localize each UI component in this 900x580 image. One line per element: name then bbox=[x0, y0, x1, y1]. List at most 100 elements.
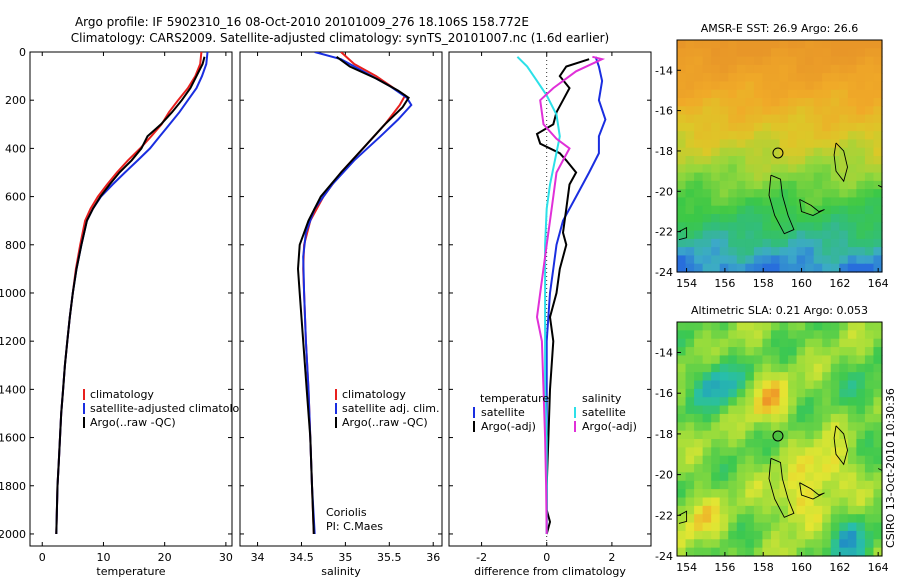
heatmap-cell bbox=[736, 222, 746, 232]
heatmap-cell bbox=[813, 156, 823, 165]
heatmap-cell bbox=[813, 238, 823, 248]
heatmap-cell bbox=[813, 180, 823, 190]
heatmap-cell bbox=[728, 547, 738, 557]
heatmap-cell bbox=[856, 64, 866, 74]
heatmap-cell bbox=[702, 73, 712, 83]
heatmap-cell bbox=[813, 355, 823, 365]
heatmap-cell bbox=[694, 397, 704, 407]
heatmap-cell bbox=[856, 430, 866, 440]
heatmap-cell bbox=[864, 48, 875, 58]
heatmap-cell bbox=[753, 98, 764, 107]
heatmap-cell bbox=[839, 214, 849, 223]
heatmap-cell bbox=[779, 205, 789, 215]
heatmap-cell bbox=[813, 489, 823, 499]
heatmap-cell bbox=[753, 505, 764, 515]
heatmap-cell bbox=[677, 505, 687, 515]
heatmap-cell bbox=[753, 156, 764, 165]
heatmap-cell bbox=[864, 472, 875, 482]
heatmap-cell bbox=[856, 539, 866, 549]
heatmap-cell bbox=[685, 355, 695, 365]
heatmap-cell bbox=[822, 81, 832, 91]
heatmap-cell bbox=[779, 430, 789, 440]
heatmap-cell bbox=[745, 197, 755, 207]
heatmap-cell bbox=[677, 464, 687, 474]
heatmap-cell bbox=[779, 230, 789, 240]
heatmap-cell bbox=[839, 247, 849, 257]
heatmap-cell bbox=[736, 197, 746, 207]
heatmap-cell bbox=[711, 255, 721, 265]
heatmap-cell bbox=[822, 347, 832, 357]
heatmap-cell bbox=[685, 455, 695, 465]
heatmap-cell bbox=[873, 522, 883, 532]
y-tick-label: 200 bbox=[5, 94, 26, 107]
heatmap-cell bbox=[677, 480, 687, 490]
heatmap-cell bbox=[805, 48, 815, 58]
heatmap-cell bbox=[694, 489, 704, 499]
heatmap-cell bbox=[873, 530, 883, 540]
heatmap-cell bbox=[864, 413, 875, 423]
heatmap-cell bbox=[762, 447, 772, 457]
heatmap-cell bbox=[779, 330, 789, 340]
heatmap-cell bbox=[685, 514, 695, 524]
heatmap-cell bbox=[864, 372, 875, 382]
y-tick-label: 1400 bbox=[0, 383, 26, 396]
heatmap-cell bbox=[813, 172, 823, 182]
heatmap-cell bbox=[830, 73, 840, 83]
heatmap-cell bbox=[788, 380, 798, 390]
heatmap-cell bbox=[770, 413, 781, 423]
heatmap-cell bbox=[685, 372, 695, 382]
heatmap-cell bbox=[770, 73, 781, 83]
y-tick-label: -24 bbox=[655, 266, 673, 279]
heatmap-cell bbox=[830, 81, 840, 91]
heatmap-cell bbox=[847, 56, 857, 66]
heatmap-cell bbox=[830, 48, 840, 58]
heatmap-cell bbox=[864, 230, 875, 240]
heatmap-cell bbox=[847, 64, 857, 74]
heatmap-cell bbox=[719, 522, 729, 532]
heatmap-cell bbox=[779, 147, 789, 157]
heatmap-cell bbox=[847, 230, 857, 240]
heatmap-cell bbox=[736, 156, 746, 165]
heatmap-cell bbox=[677, 73, 687, 83]
heatmap-cell bbox=[736, 347, 746, 357]
heatmap-cell bbox=[788, 89, 798, 99]
heatmap-cell bbox=[694, 372, 704, 382]
heatmap-cell bbox=[805, 56, 815, 66]
heatmap-cell bbox=[702, 189, 712, 199]
heatmap-cell bbox=[702, 197, 712, 207]
heatmap-cell bbox=[830, 189, 840, 199]
heatmap-cell bbox=[839, 413, 849, 423]
heatmap-cell bbox=[847, 330, 857, 340]
heatmap-cell bbox=[702, 330, 712, 340]
legend-label: Argo(-adj) bbox=[582, 420, 637, 433]
heatmap-cell bbox=[711, 156, 721, 165]
heatmap-cell bbox=[864, 422, 875, 432]
heatmap-cell bbox=[702, 530, 712, 540]
panel-sst-map: AMSR-E SST: 26.9 Argo: 26.6 154 156 158 160 1… bbox=[655, 22, 889, 290]
heatmap-cell bbox=[770, 214, 781, 223]
heatmap-cell bbox=[762, 48, 772, 58]
heatmap-cell bbox=[873, 405, 883, 415]
heatmap-cell bbox=[864, 388, 875, 398]
heatmap-cell bbox=[830, 40, 840, 49]
heatmap-cell bbox=[728, 539, 738, 549]
heatmap-cell bbox=[847, 48, 857, 58]
heatmap-cell bbox=[702, 81, 712, 91]
heatmap-cell bbox=[711, 73, 721, 83]
heatmap-cell bbox=[796, 472, 806, 482]
heatmap-cell bbox=[694, 197, 704, 207]
heatmap-cell bbox=[788, 514, 798, 524]
heatmap-cell bbox=[745, 131, 755, 141]
heatmap-cell bbox=[847, 81, 857, 91]
heatmap-cell bbox=[839, 40, 849, 49]
heatmap-cell bbox=[813, 147, 823, 157]
annotation-text: PI: C.Maes bbox=[326, 520, 383, 533]
heatmap-cell bbox=[719, 81, 729, 91]
heatmap-cell bbox=[788, 489, 798, 499]
heatmap-cell bbox=[736, 514, 746, 524]
heatmap-cell bbox=[762, 56, 772, 66]
heatmap-cell bbox=[711, 263, 721, 273]
heatmap-cell bbox=[830, 238, 840, 248]
heatmap-cell bbox=[762, 547, 772, 557]
